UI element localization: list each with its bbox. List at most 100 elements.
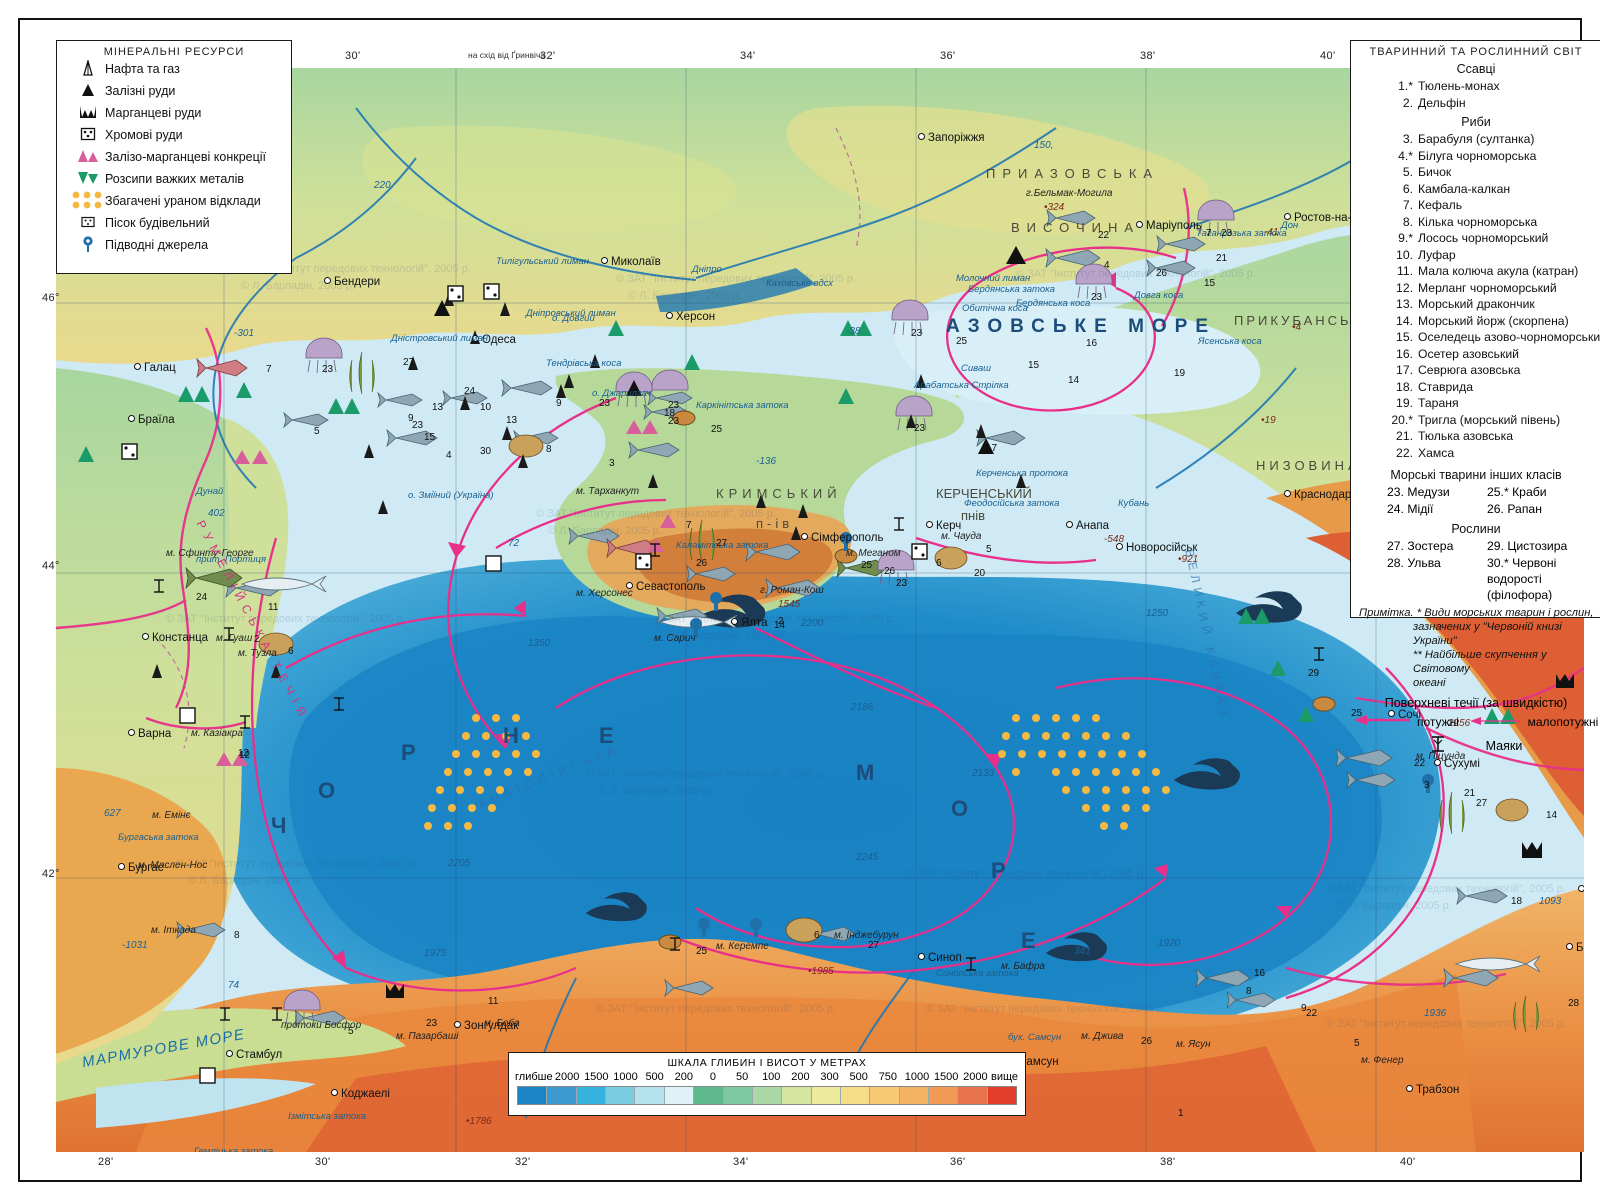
scale-swatch-6 <box>694 1087 724 1104</box>
hydronym-label-27: Бургаська затока <box>118 832 199 843</box>
city-15: Анапа <box>1066 516 1109 534</box>
currents-heading: Поверхневі течії (за швидкістю) <box>1384 695 1568 710</box>
city-13: Керч <box>926 516 961 534</box>
region-label-4: КРИМСЬКИЙ <box>716 486 842 501</box>
mineral-legend-row-8: Підводні джерела <box>57 234 291 256</box>
black-sea-letter-6: М <box>856 760 877 785</box>
black-sea-letter-8: Р <box>991 858 1008 883</box>
watermark-16: © ЗАТ "Інститут передових технологій", 2… <box>906 868 1146 880</box>
mineral-legend-title: МІНЕРАЛЬНІ РЕСУРСИ <box>103 46 245 58</box>
depth-point-14: 72 <box>508 538 520 549</box>
depth-height-scale-legend: ШКАЛА ГЛИБИН І ВИСОТ У МЕТРАХ глибше 2000… <box>508 1052 1026 1116</box>
cape-label-1: м. Херсонес <box>576 588 633 599</box>
cape-label-10: м. Інджебурун <box>834 930 899 941</box>
mineral-legend-row-0: Нафта та газ <box>57 58 291 80</box>
city-11: Севастополь <box>626 577 705 595</box>
scale-color-bar <box>517 1086 1017 1105</box>
city-28: Констанца <box>142 628 208 646</box>
hydronym-label-7: Молочний лиман <box>956 273 1031 284</box>
species-number-29: 25 <box>861 560 873 571</box>
fish-item-14: 17. Севрюга азовська <box>1396 363 1521 377</box>
species-number-59: 18 <box>1511 896 1523 907</box>
species-number-21: 2 <box>254 634 260 645</box>
city-25: Стамбул <box>226 1045 282 1063</box>
other-animals-right-1: 26. Рапан <box>1487 501 1542 516</box>
lon-bottom-2: 32' <box>515 1156 531 1168</box>
mineral-legend-row-6: Збагачені ураном відклади <box>57 190 291 212</box>
scale-label-12: 750 <box>878 1071 898 1083</box>
height-point-7: •1786 <box>466 1116 492 1127</box>
city-22: Синоп <box>918 948 962 966</box>
city-26: Коджаелі <box>331 1084 390 1102</box>
mineral-legend-label-4: Залізо-марганцеві конкреції <box>105 150 267 164</box>
scale-label-9: 200 <box>791 1071 810 1083</box>
species-number-50: 23 <box>914 423 926 434</box>
species-number-28: 23 <box>668 416 680 427</box>
scale-swatch-15 <box>958 1087 988 1104</box>
mineral-resources-legend: МІНЕРАЛЬНІ РЕСУРСИ Нафта та газ Залізні р… <box>56 40 292 274</box>
scale-label-15: 2000 <box>963 1071 988 1083</box>
city-19: Поті <box>1578 880 1584 898</box>
heavy-metal-placers-icon <box>71 171 105 188</box>
height-point-0: •324 <box>1044 202 1065 213</box>
scale-swatch-16 <box>987 1087 1017 1104</box>
cape-label-9: м. Керемпе <box>716 941 769 952</box>
species-number-0: 13 <box>432 402 444 413</box>
species-number-34: 2 <box>778 616 784 627</box>
cape-label-15: м. Пазарбаші <box>396 1031 459 1042</box>
hydronym-label-29: бух. Самсун <box>1008 1032 1062 1043</box>
scale-title: ШКАЛА ГЛИБИН І ВИСОТ У МЕТРАХ <box>667 1057 867 1069</box>
uranium-deposits-icon <box>71 190 105 213</box>
city-9: Краснодар <box>1284 485 1351 503</box>
mineral-legend-label-7: Пісок будівельний <box>105 216 210 230</box>
plants-right-sub: (філофора) <box>1487 587 1553 602</box>
species-number-22: 23 <box>668 400 680 411</box>
species-number-6: 15 <box>424 432 436 443</box>
city-17: Сухумі <box>1434 754 1480 772</box>
city-20: Трабзон <box>1406 1080 1459 1098</box>
species-number-27: 26 <box>696 558 708 569</box>
fish-item-5: 8. Кілька чорноморська <box>1402 214 1538 229</box>
fish-item-11: 14. Морський йорж (скорпена) <box>1396 313 1569 328</box>
species-number-7: 4 <box>446 450 452 461</box>
cape-label-3: м. Меганом <box>846 548 901 559</box>
black-sea-letter-5: Е <box>599 723 616 748</box>
depth-point-13: 341 <box>1074 946 1091 957</box>
lon-bottom-1: 30' <box>315 1156 331 1168</box>
fish-item-0: 3. Барабуля (султанка) <box>1402 132 1535 146</box>
scale-swatch-8 <box>752 1087 783 1104</box>
note-line1: * Види морських тварин і рослин, <box>1416 606 1594 619</box>
watermark-14: © ЗАТ "Інститут передових технологій", 2… <box>586 768 826 780</box>
species-number-19: 6 <box>288 646 294 657</box>
city-8: Маріуполь <box>1136 216 1202 234</box>
lon-top-4: 38' <box>1140 50 1156 62</box>
scale-label-10: 300 <box>820 1071 839 1083</box>
scale-label-1: 2000 <box>554 1071 580 1083</box>
fish-item-4: 7. Кефаль <box>1402 198 1463 212</box>
hydronym-label-14: Ясенська коса <box>1198 336 1262 347</box>
species-number-9: 8 <box>546 444 552 455</box>
watermark-13: © Л. Барладін, 2005 р. <box>188 875 302 887</box>
oil-gas-derrick-icon <box>71 58 105 79</box>
weak-current-swatch <box>1470 715 1522 729</box>
city-18: Батумі <box>1566 938 1584 956</box>
depth-point-8: 2200 <box>801 618 824 629</box>
cape-label-6: м. Емінє <box>152 810 191 821</box>
height-point-name-1: г. Роман-Кош <box>760 585 824 596</box>
mineral-legend-label-2: Марганцеві руди <box>105 106 202 120</box>
watermark-15: © Л. Барладін, 2005 р. <box>598 785 712 797</box>
fish-item-3: 6. Камбала-калкан <box>1402 181 1511 196</box>
bio-legend-title: ТВАРИННИЙ ТА РОСЛИННИЙ СВІТ <box>1369 46 1583 58</box>
depth-point-4: 1975 <box>424 948 447 959</box>
species-number-60: 28 <box>1568 998 1580 1009</box>
fish-item-18: 21. Тюлька азовська <box>1396 429 1514 443</box>
species-number-67: 25 <box>696 946 708 957</box>
currents-key-row: потужні малопотужні <box>1351 710 1600 734</box>
watermark-7: © Л. Барладін, 2005 р. <box>548 525 662 537</box>
hydronym-label-8: Обитічна коса <box>962 303 1028 314</box>
watermark-12: © ЗАТ "Інститут передових технологій", 2… <box>176 858 416 870</box>
legend-note: Примітка. * Види морських тварин і росли… <box>1351 602 1600 690</box>
depth-point-6: 2245 <box>856 852 879 863</box>
depth-point-16: -1031 <box>122 940 148 951</box>
